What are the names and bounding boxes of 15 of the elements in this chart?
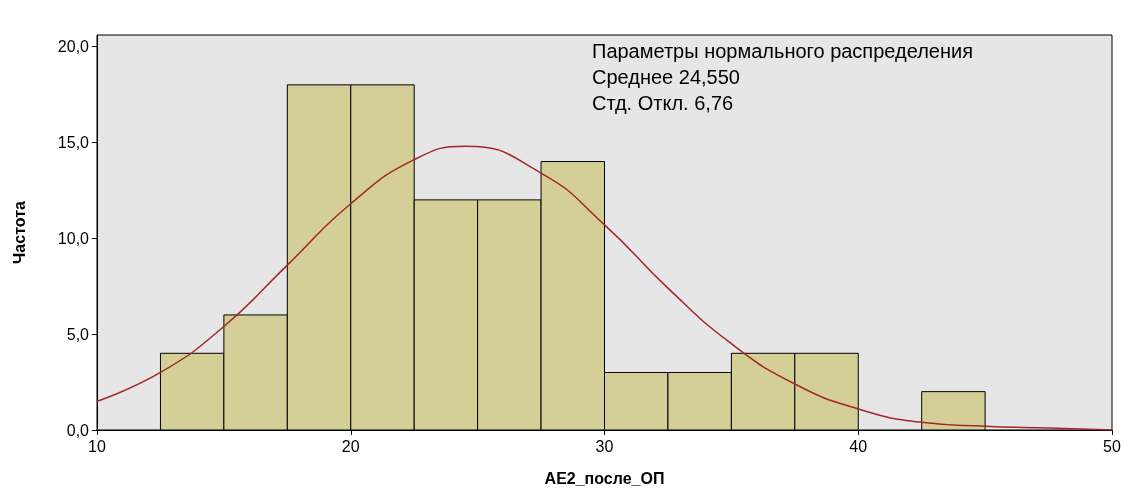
y-tick-label: 20,0	[57, 38, 90, 55]
x-tick-label: 30	[595, 437, 614, 455]
annotation: Параметры нормального распределения	[592, 40, 973, 62]
x-tick-label: 40	[849, 437, 868, 455]
y-tick-label: 15,0	[57, 133, 90, 151]
y-tick-label: 10,0	[57, 229, 90, 247]
annotation: Среднее 24,550	[592, 66, 740, 88]
y-tick-label: 5,0	[66, 325, 90, 343]
x-tick-label: 20	[341, 437, 360, 455]
y-axis-title: Частота	[10, 201, 28, 264]
x-tick-label: 10	[88, 437, 106, 455]
y-tick-label: 0,0	[66, 421, 90, 439]
annotation: Стд. Откл. 6,76	[592, 92, 734, 114]
x-axis-title: AE2_после_ОП	[544, 469, 665, 487]
x-tick-label: 50	[1103, 437, 1121, 455]
